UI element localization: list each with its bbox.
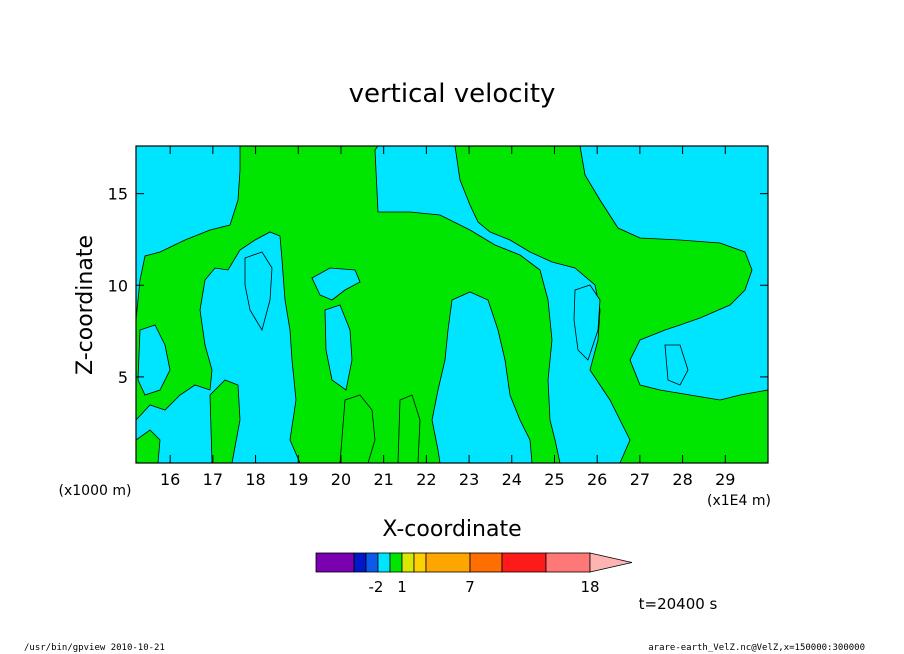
- x-tick-label: 16: [160, 470, 180, 489]
- colorbar-swatch: [365, 552, 379, 573]
- updraft-region-right: [454, 145, 769, 464]
- x-tick-label: 28: [672, 470, 692, 489]
- colorbar-swatch: [545, 552, 591, 573]
- colorbar-label: 1: [397, 578, 407, 596]
- plot-frame: [135, 145, 769, 464]
- y-axis-ticks: 5 10 15: [108, 185, 768, 387]
- colorbar: -2 1 7 18: [315, 552, 633, 596]
- time-label: t=20400 s: [639, 595, 718, 613]
- x-tick-label: 22: [416, 470, 436, 489]
- plot-area: 16 17 18 19 20 21 22 23 24 25 26 27 28 29 5 10 15: [108, 145, 769, 489]
- x-tick-label: 20: [331, 470, 351, 489]
- x-tick-label: 25: [544, 470, 564, 489]
- footer-right: arare-earth_VelZ.nc@VelZ,x=150000:300000: [648, 643, 865, 653]
- colorbar-label: 18: [580, 578, 599, 596]
- x-scale-label: (x1E4 m): [707, 493, 771, 509]
- colorbar-swatch: [425, 552, 471, 573]
- downdraft-hole-6: [664, 344, 689, 386]
- positive-velocity-regions: [135, 145, 769, 464]
- x-axis-ticks: 16 17 18 19 20 21 22 23 24 25 26 27 28 29: [160, 146, 735, 489]
- y-tick-label: 5: [118, 368, 128, 387]
- x-tick-label: 29: [715, 470, 735, 489]
- colorbar-swatch: [377, 552, 391, 573]
- downdraft-hole-1: [311, 267, 361, 301]
- x-tick-label: 19: [288, 470, 308, 489]
- x-tick-label: 18: [245, 470, 265, 489]
- colorbar-swatch: [501, 552, 547, 573]
- x-tick-label: 26: [587, 470, 607, 489]
- downdraft-hole-2: [324, 304, 353, 391]
- colorbar-swatch: [353, 552, 367, 573]
- colorbar-swatch: [401, 552, 415, 573]
- negative-velocity-holes: [137, 251, 689, 396]
- y-tick-label: 10: [108, 276, 128, 295]
- colorbar-label: -2: [369, 578, 384, 596]
- downdraft-hole-5: [573, 284, 601, 361]
- colorbar-extend-arrow: [589, 552, 633, 573]
- x-tick-label: 24: [502, 470, 522, 489]
- colorbar-swatch: [413, 552, 427, 573]
- y-axis-label: Z-coordinate: [73, 235, 98, 375]
- colorbar-swatch: [389, 552, 403, 573]
- y-tick-label: 15: [108, 185, 128, 204]
- x-unit-label: (x1000 m): [59, 483, 132, 499]
- x-tick-label: 17: [203, 470, 223, 489]
- downdraft-hole-4: [137, 324, 171, 396]
- chart-title: vertical velocity: [349, 79, 556, 109]
- colorbar-swatch: [469, 552, 503, 573]
- x-tick-label: 23: [459, 470, 479, 489]
- updraft-patch-3: [397, 394, 421, 464]
- downdraft-hole-3: [244, 251, 273, 332]
- x-tick-label: 27: [630, 470, 650, 489]
- colorbar-label: 7: [465, 578, 475, 596]
- x-tick-label: 21: [373, 470, 393, 489]
- x-axis-label: X-coordinate: [382, 517, 521, 542]
- colorbar-swatch: [315, 552, 355, 573]
- footer-left: /usr/bin/gpview 2010-10-21: [24, 643, 165, 653]
